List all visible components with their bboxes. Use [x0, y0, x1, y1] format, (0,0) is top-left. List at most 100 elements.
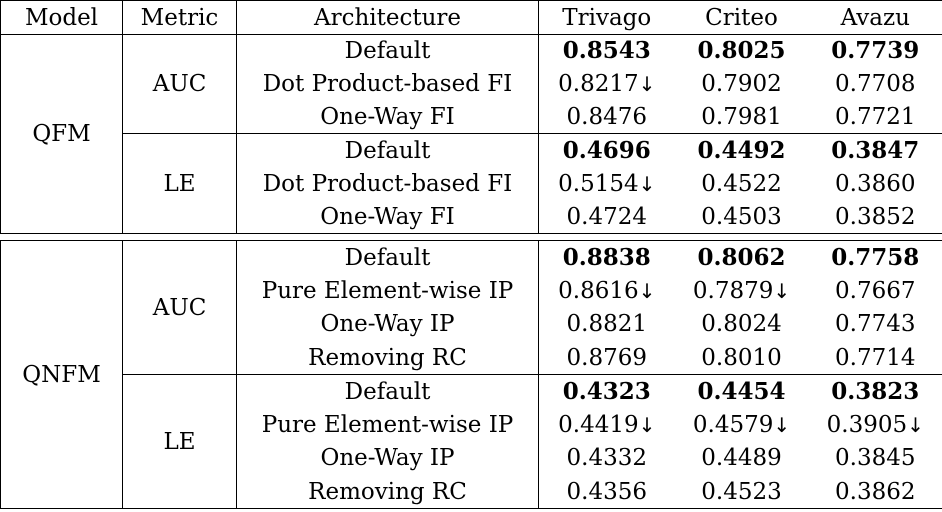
value-criteo: 0.4522: [701, 170, 782, 197]
value-trivago: 0.8543: [562, 37, 651, 65]
value-text: 0.5154: [558, 170, 639, 197]
table-row: LE Default 0.4323 0.4454 0.3823: [1, 374, 942, 509]
value-criteo: 0.7902: [701, 70, 782, 97]
value-avazu: 0.3852: [808, 200, 942, 235]
value-avazu: 0.7739: [808, 34, 942, 68]
arch-cell: Pure Element-wise IP: [236, 408, 539, 442]
value-criteo: 0.8025: [697, 37, 786, 65]
value-text: 0.4419: [558, 411, 639, 438]
table-row: Removing RC 0.8769 0.8010 0.7714: [1, 341, 942, 375]
value-text: 0.8217: [558, 70, 639, 97]
value-trivago: 0.8476: [538, 100, 675, 135]
value-criteo: 0.4454: [697, 378, 786, 405]
value-trivago: 0.4323: [562, 378, 651, 405]
value-avazu: 0.7758: [808, 240, 942, 274]
down-arrow-icon: ↓: [638, 412, 656, 437]
table-row: Pure Element-wise IP 0.4419↓ 0.4579↓ 0.3…: [1, 408, 942, 442]
value-trivago: 0.4332: [566, 445, 647, 472]
metric-cell-qnfm-auc: AUC: [122, 240, 237, 375]
arch-cell: Default: [236, 133, 539, 168]
value-criteo: 0.7981: [674, 100, 809, 135]
arch-cell: Removing RC: [236, 475, 539, 509]
value-criteo: 0.4503: [674, 200, 809, 235]
value-avazu: 0.7667: [808, 274, 942, 308]
arch-cell: Pure Element-wise IP: [236, 274, 539, 308]
value-criteo: 0.4489: [701, 445, 782, 472]
arch-cell: Default: [236, 34, 539, 68]
table-row: One-Way FI 0.4724 0.4503 0.3852: [1, 200, 942, 235]
value-criteo: 0.4523: [674, 475, 809, 509]
metric-cell-qfm-auc: AUC: [122, 34, 237, 135]
value-avazu: 0.3845: [808, 441, 942, 475]
arch-cell: Default: [236, 374, 539, 408]
value-avazu: 0.3823: [808, 374, 942, 408]
arch-cell: One-Way IP: [236, 307, 539, 341]
table-row: Pure Element-wise IP 0.8616↓ 0.7879↓ 0.7…: [1, 274, 942, 308]
value-trivago: 0.4696: [562, 137, 651, 165]
table-row: Dot Product-based FI 0.5154↓ 0.4522 0.38…: [1, 167, 942, 201]
value-trivago: 0.4724: [538, 200, 675, 235]
arch-cell: One-Way IP: [236, 441, 539, 475]
value-criteo: 0.4492: [697, 137, 786, 165]
value-trivago: 0.4419↓: [539, 408, 675, 442]
value-text: 0.4579: [692, 411, 774, 438]
value-avazu: 0.7721: [808, 100, 942, 135]
value-text: 0.8616: [558, 277, 639, 304]
header-metric: Metric: [122, 0, 237, 35]
header-model: Model: [0, 0, 123, 35]
value-criteo: 0.4579↓: [675, 408, 809, 442]
header-criteo: Criteo: [674, 0, 809, 35]
value-trivago: 0.8769: [538, 341, 675, 375]
value-avazu: 0.3905↓: [808, 408, 942, 442]
qfm-table: QFM AUC Default 0.8543 0.8025 0.7739 Dot…: [0, 34, 942, 235]
down-arrow-icon: ↓: [773, 412, 791, 437]
value-trivago: 0.8217↓: [539, 67, 675, 100]
value-avazu: 0.3862: [808, 475, 942, 509]
table-row: LE Default 0.4696 0.4492 0.3847: [1, 133, 942, 235]
value-avazu: 0.7708: [808, 67, 942, 101]
down-arrow-icon: ↓: [638, 278, 656, 303]
value-avazu: 0.7743: [808, 307, 942, 341]
value-trivago: 0.5154↓: [539, 167, 675, 200]
model-cell-qfm: QFM: [0, 34, 123, 235]
table-row: One-Way IP 0.8821 0.8024 0.7743: [1, 307, 942, 341]
down-arrow-icon: ↓: [638, 171, 656, 196]
down-arrow-icon: ↓: [773, 278, 791, 303]
metric-cell-qfm-le: LE: [122, 133, 237, 235]
model-cell-qnfm: QNFM: [0, 240, 123, 509]
value-avazu: 0.7714: [808, 341, 942, 375]
value-criteo: 0.8062: [674, 240, 809, 274]
value-trivago: 0.8838: [538, 240, 675, 274]
value-criteo: 0.8024: [701, 311, 782, 338]
arch-cell: Dot Product-based FI: [236, 167, 539, 201]
header-trivago: Trivago: [538, 0, 675, 35]
qnfm-table: QNFM AUC Default 0.8838 0.8062 0.7758 Pu…: [0, 240, 942, 509]
header-row: Model Metric Architecture Trivago Criteo…: [0, 0, 942, 35]
metric-cell-qnfm-le: LE: [122, 374, 237, 509]
value-trivago: 0.4356: [538, 475, 675, 509]
value-trivago: 0.8616↓: [539, 274, 675, 308]
arch-cell: One-Way FI: [236, 200, 539, 235]
arch-cell: Default: [236, 240, 539, 274]
value-avazu: 0.3860: [808, 167, 942, 201]
down-arrow-icon: ↓: [638, 71, 656, 96]
header-table: Model Metric Architecture Trivago Criteo…: [0, 0, 942, 35]
value-text: 0.7879: [692, 277, 774, 304]
table-row: QNFM AUC Default 0.8838 0.8062 0.7758: [0, 240, 942, 509]
table-row: Removing RC 0.4356 0.4523 0.3862: [1, 475, 942, 509]
value-avazu: 0.3847: [808, 133, 942, 168]
table-row: Dot Product-based FI 0.8217↓ 0.7902 0.77…: [1, 67, 942, 101]
value-criteo: 0.7879↓: [675, 274, 809, 308]
value-trivago: 0.8821: [566, 311, 647, 338]
arch-cell: Removing RC: [236, 341, 539, 375]
arch-cell: One-Way FI: [236, 100, 539, 135]
header-architecture: Architecture: [236, 0, 539, 35]
value-text: 0.3905: [826, 411, 908, 438]
table-row: One-Way IP 0.4332 0.4489 0.3845: [1, 441, 942, 475]
arch-cell: Dot Product-based FI: [236, 67, 539, 101]
value-criteo: 0.8010: [674, 341, 809, 375]
table-row: One-Way FI 0.8476 0.7981 0.7721: [1, 100, 942, 135]
header-avazu: Avazu: [808, 0, 942, 35]
down-arrow-icon: ↓: [907, 412, 924, 437]
table-row: QFM AUC Default 0.8543 0.8025 0.7739: [0, 34, 942, 235]
